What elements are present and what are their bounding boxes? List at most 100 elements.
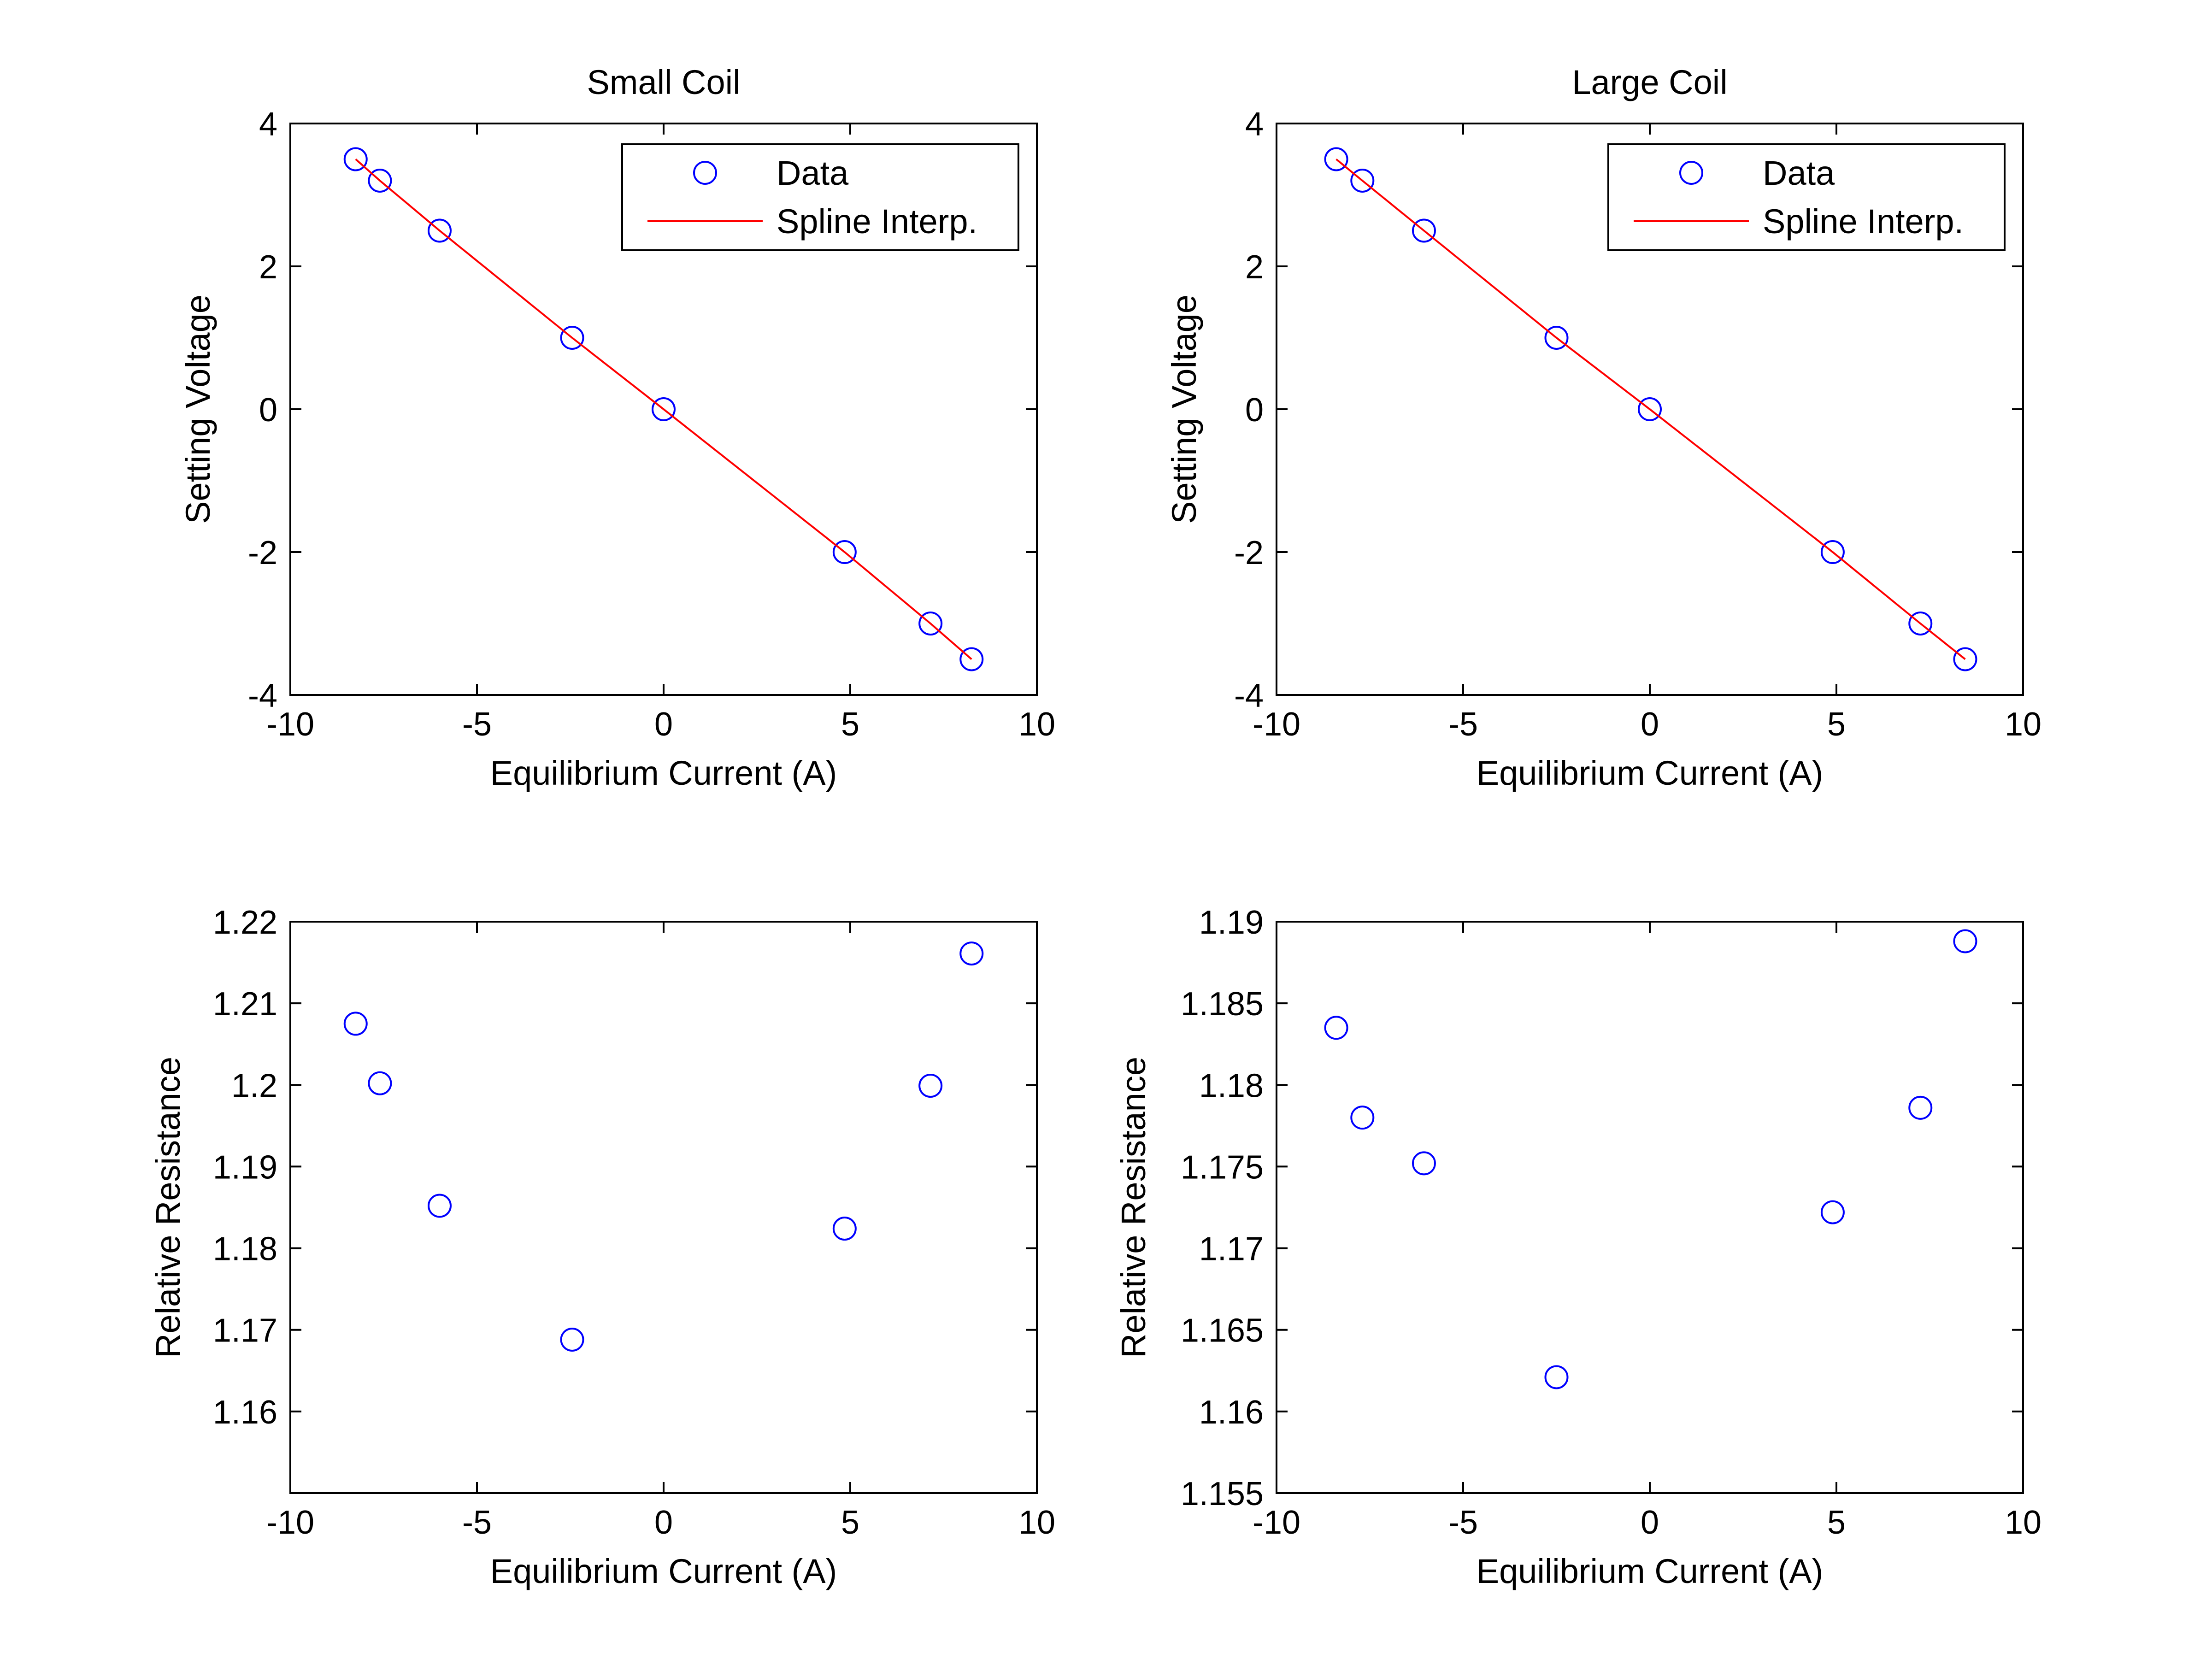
- y-tick-label: 2: [259, 249, 277, 286]
- x-tick-label: -10: [266, 1504, 314, 1541]
- data-point-marker: [1324, 147, 1348, 171]
- x-tick-label: -10: [1253, 706, 1300, 743]
- y-tick-label: 1.17: [1199, 1231, 1264, 1268]
- x-tick-label: 0: [1641, 1504, 1659, 1541]
- y-tick-label: 1.19: [213, 1149, 277, 1186]
- data-point-marker: [560, 1327, 584, 1352]
- x-tick-label: -10: [266, 706, 314, 743]
- y-tick-label: 0: [259, 392, 277, 429]
- y-tick-label: 0: [1245, 392, 1264, 429]
- x-axis-label: Equilibrium Current (A): [1477, 1552, 1824, 1590]
- subplot-small-coil-resistance: -10 -5 0 5 10 1.16 1.17 1.18 1.19 1.2 1.21 1.22 Equi…: [149, 904, 1055, 1590]
- data-point-marker: [368, 1071, 392, 1095]
- data-point-marker: [918, 612, 943, 635]
- plot-area-frame: [289, 921, 1038, 1494]
- y-tick-label: 1.18: [213, 1231, 277, 1268]
- y-tick-label: 4: [1245, 106, 1264, 143]
- legend: Data Spline Interp.: [1607, 143, 2006, 251]
- y-tick-label: -4: [248, 677, 277, 714]
- y-tick-label: 1.17: [213, 1312, 277, 1349]
- data-point-marker: [428, 218, 452, 243]
- y-tick-label: 1.21: [213, 986, 277, 1023]
- data-point-marker: [343, 1012, 368, 1036]
- x-tick-label: -5: [462, 706, 492, 743]
- x-tick-label: 0: [654, 1504, 673, 1541]
- x-tick-label: 10: [2005, 1504, 2041, 1541]
- data-point-marker: [368, 169, 392, 193]
- y-tick-label: -4: [1234, 677, 1264, 714]
- x-tick-label: -5: [462, 1504, 492, 1541]
- x-tick-label: 5: [1827, 1504, 1846, 1541]
- spline-interp-line: [1335, 158, 1966, 660]
- legend-box: [1607, 143, 2006, 251]
- plot-area-frame: [1276, 921, 2024, 1494]
- y-tick-label: 1.22: [213, 904, 277, 941]
- y-tick-label: 4: [259, 106, 277, 143]
- plot-title: Large Coil: [1572, 63, 1727, 101]
- data-point-marker: [1350, 1106, 1375, 1130]
- x-tick-label: 10: [1018, 706, 1055, 743]
- x-axis-label: Equilibrium Current (A): [1477, 754, 1824, 792]
- legend-marker-swatch: [1679, 161, 1703, 185]
- y-axis-label: Setting Voltage: [1165, 294, 1203, 524]
- spline-interp-line: [355, 159, 972, 660]
- x-tick-label: 0: [1641, 706, 1659, 743]
- data-point-marker: [1820, 540, 1845, 564]
- subplot-large-coil-voltage: -10 -5 0 5 10 -4 -2 0 2 4 Equilibrium Current (A) S…: [1165, 63, 2041, 792]
- y-tick-label: 2: [1245, 249, 1264, 286]
- data-point-marker: [959, 941, 984, 966]
- x-tick-label: 0: [654, 706, 673, 743]
- data-point-marker: [1544, 326, 1569, 350]
- data-point-marker: [832, 1217, 857, 1241]
- data-point-marker: [1908, 612, 1933, 635]
- legend-entry-label: Data: [1763, 154, 1835, 192]
- data-point-marker: [1412, 218, 1436, 243]
- data-point-marker: [1908, 1095, 1933, 1120]
- x-tick-label: 5: [1827, 706, 1846, 743]
- x-axis-label: Equilibrium Current (A): [490, 1552, 837, 1590]
- y-tick-label: 1.155: [1181, 1476, 1264, 1512]
- data-point-marker: [343, 147, 368, 171]
- data-point-marker: [428, 1194, 452, 1218]
- data-point-marker: [1953, 647, 1977, 671]
- x-tick-label: -5: [1448, 706, 1478, 743]
- data-point-marker: [1324, 1016, 1348, 1040]
- data-point-marker: [652, 397, 676, 421]
- data-point-marker: [1953, 929, 1977, 953]
- data-point-marker: [1638, 397, 1662, 421]
- y-tick-label: -2: [1234, 535, 1264, 571]
- y-tick-label: 1.18: [1199, 1067, 1264, 1104]
- legend-entry-label: Data: [777, 154, 849, 192]
- x-tick-label: 10: [1018, 1504, 1055, 1541]
- data-point-marker: [560, 326, 584, 350]
- data-point-marker: [1544, 1365, 1569, 1389]
- y-tick-label: 1.16: [213, 1394, 277, 1431]
- plot-title: Small Coil: [587, 63, 740, 101]
- y-tick-label: 1.165: [1181, 1312, 1264, 1349]
- data-point-marker: [832, 540, 857, 564]
- y-axis-label: Relative Resistance: [1114, 1057, 1153, 1358]
- legend-entry-label: Spline Interp.: [777, 202, 977, 241]
- x-tick-label: 5: [841, 706, 859, 743]
- x-tick-label: 5: [841, 1504, 859, 1541]
- y-tick-label: 1.175: [1181, 1149, 1264, 1186]
- y-tick-label: 1.16: [1199, 1394, 1264, 1431]
- legend-entry-label: Spline Interp.: [1763, 202, 1964, 241]
- y-tick-label: 1.2: [231, 1067, 277, 1104]
- y-axis-label: Setting Voltage: [179, 294, 217, 524]
- data-point-marker: [959, 647, 984, 671]
- data-point-marker: [918, 1074, 943, 1098]
- subplot-small-coil-voltage: -10 -5 0 5 10 -4 -2 0 2 4 Equilibrium Current (A) S…: [179, 63, 1055, 792]
- legend: Data Spline Interp.: [621, 143, 1019, 251]
- x-tick-label: -5: [1448, 1504, 1478, 1541]
- y-tick-label: 1.19: [1199, 904, 1264, 941]
- legend-marker-swatch: [693, 161, 717, 185]
- data-point-marker: [1820, 1200, 1845, 1224]
- y-axis-label: Relative Resistance: [149, 1057, 187, 1358]
- x-axis-label: Equilibrium Current (A): [490, 754, 837, 792]
- subplot-large-coil-resistance: -10 -5 0 5 10 1.155 1.16 1.165 1.17 1.175 1.18 1.18…: [1114, 904, 2041, 1590]
- y-tick-label: -2: [248, 535, 277, 571]
- data-point-marker: [1350, 169, 1375, 193]
- data-point-marker: [1412, 1151, 1436, 1176]
